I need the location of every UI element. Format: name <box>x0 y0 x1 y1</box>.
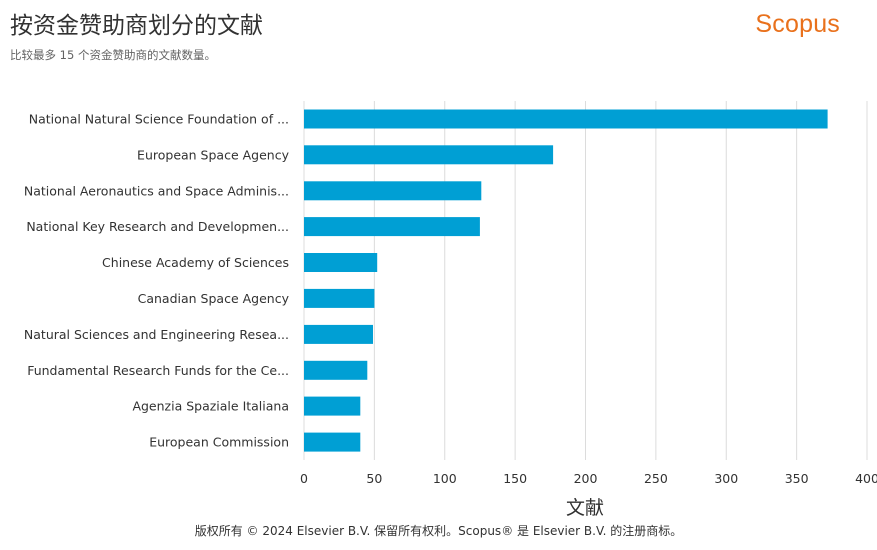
bars <box>304 109 828 452</box>
category-label: Fundamental Research Funds for the Ce... <box>27 363 289 378</box>
bar[interactable] <box>304 217 480 237</box>
category-label: European Commission <box>149 435 289 450</box>
x-tick-label: 50 <box>366 471 382 486</box>
x-tick-labels: 0 50 100 150 200 250 300 350 400 <box>300 471 877 486</box>
x-tick-label: 100 <box>433 471 457 486</box>
bar[interactable] <box>304 324 373 344</box>
page-title: 按资金赞助商划分的文献 <box>10 13 263 39</box>
category-label: Canadian Space Agency <box>138 291 290 306</box>
category-label: Agenzia Spaziale Italiana <box>132 399 289 414</box>
page-subtitle: 比较最多 15 个资金赞助商的文献数量。 <box>10 48 216 62</box>
category-label: Natural Sciences and Engineering Resea..… <box>24 327 289 342</box>
category-label: Chinese Academy of Sciences <box>102 255 289 270</box>
bar[interactable] <box>304 432 361 452</box>
bar[interactable] <box>304 253 378 272</box>
x-tick-label: 150 <box>503 471 527 486</box>
category-label: European Space Agency <box>137 147 290 162</box>
x-tick-label: 250 <box>644 471 668 486</box>
x-tick-label: 350 <box>785 471 809 486</box>
bar[interactable] <box>304 181 482 201</box>
bar[interactable] <box>304 288 375 308</box>
category-label: National Natural Science Foundation of .… <box>29 112 289 127</box>
copyright-footer: 版权所有 © 2024 Elsevier B.V. 保留所有权利。Scopus®… <box>194 524 683 538</box>
x-tick-label: 400 <box>855 471 877 486</box>
bar[interactable] <box>304 360 368 380</box>
category-labels: National Natural Science Foundation of .… <box>24 112 290 450</box>
x-axis-title: 文献 <box>566 497 604 519</box>
bar[interactable] <box>304 109 828 129</box>
bar[interactable] <box>304 145 554 165</box>
bar[interactable] <box>304 396 361 416</box>
category-label: National Aeronautics and Space Adminis..… <box>24 183 289 198</box>
category-label: National Key Research and Developmen... <box>26 219 289 234</box>
x-tick-label: 200 <box>574 471 598 486</box>
x-tick-label: 0 <box>300 471 308 486</box>
x-tick-label: 300 <box>714 471 738 486</box>
scopus-logo[interactable]: Scopus <box>755 10 840 38</box>
